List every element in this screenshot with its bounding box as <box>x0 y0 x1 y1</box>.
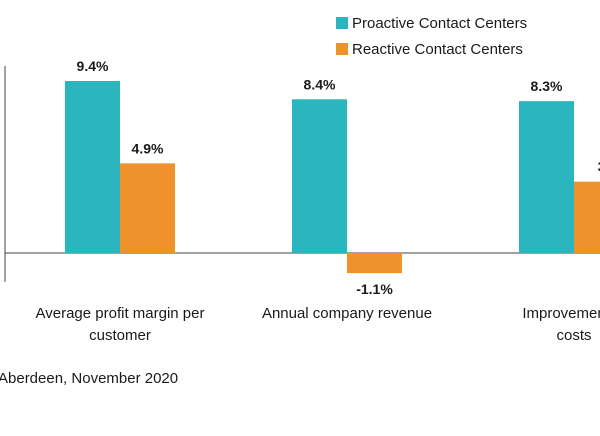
data-label-proactive-1: 8.4% <box>304 76 336 92</box>
data-label-reactive-1: -1.1% <box>356 281 393 297</box>
bar-proactive-2 <box>519 101 574 254</box>
bar-reactive-2 <box>574 181 600 253</box>
data-label-proactive-0: 9.4% <box>77 58 109 74</box>
category-labels: Average profit margin per customer Annual … <box>36 305 600 344</box>
legend-swatch-1 <box>336 43 348 55</box>
category-label-2-line-0: Improvement in <box>522 305 600 322</box>
chart-legend: Proactive Contact Centers Reactive Contac… <box>336 15 527 58</box>
legend-label-1: Reactive Contact Centers <box>352 41 523 58</box>
bar-reactive-1 <box>347 253 402 274</box>
category-label-2-line-1: costs <box>556 327 591 344</box>
category-label-0-line-1: customer <box>89 327 151 344</box>
legend-label-0: Proactive Contact Centers <box>352 15 527 32</box>
legend-swatch-0 <box>336 17 348 29</box>
data-label-proactive-2: 8.3% <box>531 78 563 94</box>
bar-reactive-0 <box>120 163 175 253</box>
source-note: Aberdeen, November 2020 <box>0 370 178 387</box>
bar-proactive-0 <box>65 81 120 253</box>
category-label-0-line-0: Average profit margin per <box>36 305 205 322</box>
bar-proactive-1 <box>292 99 347 253</box>
chart-bars <box>65 81 600 274</box>
data-label-reactive-2: 3 <box>598 159 600 175</box>
category-label-1-line-0: Annual company revenue <box>262 305 432 322</box>
data-labels: 9.4% 8.4% 8.3% 4.9% -1.1% 3 <box>77 58 600 297</box>
data-label-reactive-0: 4.9% <box>132 140 164 156</box>
